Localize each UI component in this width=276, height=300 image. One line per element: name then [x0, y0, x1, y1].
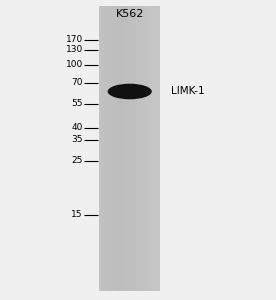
- Bar: [137, 6, 138, 291]
- Text: 25: 25: [71, 156, 83, 165]
- Bar: [105, 6, 106, 291]
- Text: 170: 170: [66, 35, 83, 44]
- Text: 130: 130: [66, 45, 83, 54]
- Text: 70: 70: [71, 78, 83, 87]
- Text: K562: K562: [116, 9, 144, 20]
- Bar: [128, 6, 129, 291]
- Bar: [103, 6, 104, 291]
- Bar: [113, 6, 114, 291]
- Bar: [138, 6, 139, 291]
- Text: 15: 15: [71, 210, 83, 219]
- Bar: [120, 6, 121, 291]
- Bar: [126, 6, 127, 291]
- Bar: [134, 6, 135, 291]
- Bar: [155, 6, 156, 291]
- Bar: [130, 6, 131, 291]
- Bar: [136, 6, 137, 291]
- Bar: [150, 6, 151, 291]
- Bar: [144, 6, 145, 291]
- Bar: [111, 6, 112, 291]
- Bar: [107, 6, 108, 291]
- Bar: [125, 6, 126, 291]
- Bar: [141, 6, 142, 291]
- Bar: [139, 6, 140, 291]
- Bar: [143, 6, 144, 291]
- Bar: [115, 6, 116, 291]
- Bar: [154, 6, 155, 291]
- Bar: [157, 6, 158, 291]
- Bar: [116, 6, 117, 291]
- Bar: [135, 6, 136, 291]
- Bar: [148, 6, 149, 291]
- Bar: [151, 6, 152, 291]
- Bar: [133, 6, 134, 291]
- Bar: [155, 6, 156, 291]
- Bar: [101, 6, 102, 291]
- Text: 35: 35: [71, 135, 83, 144]
- Bar: [145, 6, 146, 291]
- Bar: [149, 6, 150, 291]
- Bar: [108, 6, 109, 291]
- Bar: [158, 6, 159, 291]
- Bar: [152, 6, 153, 291]
- Text: LIMK-1: LIMK-1: [171, 86, 205, 97]
- Bar: [159, 6, 160, 291]
- Bar: [102, 6, 103, 291]
- Bar: [100, 6, 101, 291]
- Text: 55: 55: [71, 99, 83, 108]
- Bar: [140, 6, 141, 291]
- Bar: [109, 6, 110, 291]
- Ellipse shape: [108, 84, 152, 99]
- Bar: [123, 6, 124, 291]
- Bar: [131, 6, 132, 291]
- Bar: [127, 6, 128, 291]
- Bar: [119, 6, 120, 291]
- Bar: [122, 6, 123, 291]
- Bar: [114, 6, 115, 291]
- Bar: [124, 6, 125, 291]
- Bar: [121, 6, 122, 291]
- Bar: [118, 6, 119, 291]
- Text: 40: 40: [71, 123, 83, 132]
- Bar: [146, 6, 147, 291]
- Bar: [112, 6, 113, 291]
- Bar: [110, 6, 111, 291]
- Bar: [106, 6, 107, 291]
- Bar: [132, 6, 133, 291]
- Text: 100: 100: [66, 60, 83, 69]
- Bar: [156, 6, 157, 291]
- Bar: [99, 6, 100, 291]
- Bar: [153, 6, 154, 291]
- Bar: [117, 6, 118, 291]
- Bar: [129, 6, 130, 291]
- Bar: [104, 6, 105, 291]
- Bar: [142, 6, 143, 291]
- Bar: [147, 6, 148, 291]
